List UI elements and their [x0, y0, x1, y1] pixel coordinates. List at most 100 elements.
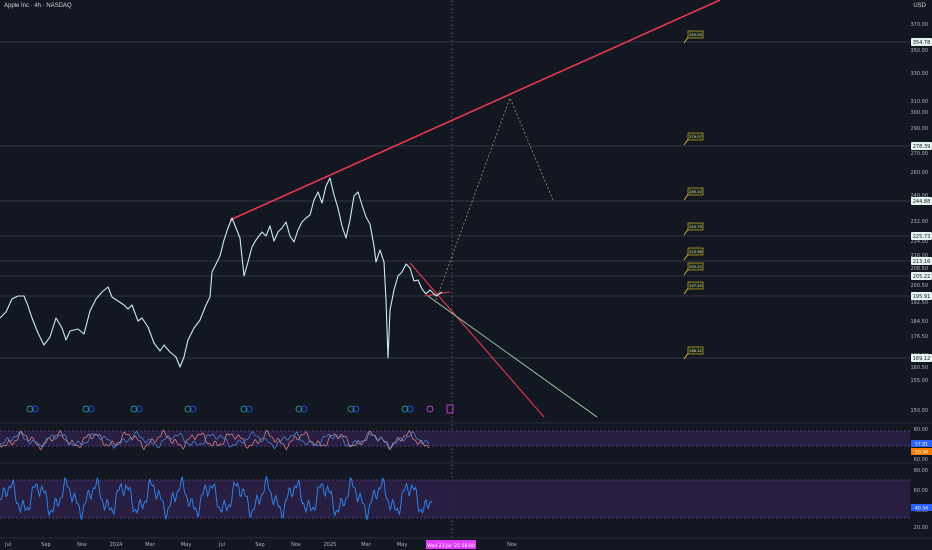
rsi-line — [0, 475, 433, 520]
level-badge-bg — [911, 354, 932, 362]
annotation-box — [687, 247, 704, 256]
earnings-icon — [26, 405, 34, 413]
event-flag-icon — [446, 404, 454, 414]
level-badge-bg — [911, 292, 932, 300]
price-tick-label: 240.00 — [911, 193, 929, 199]
support-trendline — [427, 295, 598, 418]
level-badge-label: 225.73 — [913, 234, 931, 240]
dividend-icon — [300, 405, 308, 413]
level-price-badge: 195.91 — [911, 292, 932, 300]
falling-trendline — [409, 262, 545, 418]
price-tick-label: 330.00 — [911, 71, 929, 77]
chart-title: Apple Inc · 4h · NASDAQ — [4, 3, 72, 9]
level-badge-bg — [911, 232, 932, 240]
osc2-value-label: 40.34 — [915, 506, 928, 512]
dividend-icon — [352, 405, 360, 413]
earnings-icon — [347, 405, 355, 413]
level-badge-bg — [911, 38, 932, 46]
osc1-axis-label: 80.00 — [914, 427, 928, 433]
dividend-icon — [31, 405, 39, 413]
level-price-badge: 169.12 — [911, 354, 932, 362]
annotation-label: 205.22 — [689, 265, 702, 269]
level-price-badge: 213.16 — [911, 257, 932, 265]
annotation-box — [687, 30, 704, 39]
annotation-label: 168.12 — [689, 349, 702, 353]
time-tick-label: Nov — [77, 542, 87, 548]
earnings-icon — [240, 405, 248, 413]
osc2-axis-label: 60.00 — [914, 488, 928, 494]
price-tick-label: 300.00 — [911, 110, 929, 116]
earnings-icon — [295, 405, 303, 413]
price-tick-label: 224.00 — [911, 239, 929, 245]
level-badge-label: 205.22 — [913, 274, 931, 280]
price-tick-label: 200.50 — [911, 283, 929, 289]
level-price-badge: 354.78 — [911, 38, 932, 46]
level-price-badge: 244.88 — [911, 197, 932, 205]
price-tick-label: 208.50 — [911, 266, 929, 272]
crosshair-date-badge — [426, 540, 476, 549]
price-tick-label: 232.00 — [911, 219, 929, 225]
time-tick-label: Mar — [145, 542, 155, 548]
osc1-value-badge — [911, 448, 932, 455]
osc1-axis-label: 60.00 — [914, 457, 928, 463]
price-tick-label: 176.50 — [911, 334, 929, 340]
annotation-label: 355.00 — [689, 33, 702, 37]
price-tick-label: 370.00 — [911, 22, 929, 28]
osc2-axis-label: 80.00 — [914, 468, 928, 474]
annotation-label: 225.79 — [689, 225, 702, 229]
time-tick-label: 2024 — [110, 542, 123, 548]
annotation-label: 245.10 — [689, 190, 702, 194]
oscillator-band — [0, 431, 910, 446]
event-marker-icon — [426, 405, 434, 413]
level-badge-bg — [911, 197, 932, 205]
earnings-icon — [184, 405, 192, 413]
price-tick-label: 270.00 — [911, 151, 929, 157]
annotation-box — [687, 187, 704, 196]
earnings-icon — [401, 405, 409, 413]
level-badge-label: 244.88 — [913, 199, 931, 205]
price-tick-label: 192.50 — [911, 300, 929, 306]
level-price-badge: 225.73 — [911, 232, 932, 240]
dividend-icon — [135, 405, 143, 413]
time-tick-label: May — [181, 542, 191, 548]
time-tick-label: Mar — [361, 542, 371, 548]
level-badge-bg — [911, 257, 932, 265]
dividend-icon — [189, 405, 197, 413]
crosshair-date-label: Wed 23 Jul '25 08:00 — [427, 543, 475, 549]
projection-path — [435, 96, 554, 301]
price-tick-label: 160.50 — [911, 365, 929, 371]
price-series-line — [0, 177, 443, 368]
dividend-icon — [245, 405, 253, 413]
price-tick-label: 310.00 — [911, 99, 929, 105]
price-tick-label: 184.50 — [911, 319, 929, 325]
annotation-box — [687, 262, 704, 271]
osc1-value-label: 50.34 — [915, 450, 928, 456]
annotation-box — [687, 222, 704, 231]
dividend-icon — [406, 405, 414, 413]
level-badge-label: 354.78 — [913, 40, 931, 46]
price-tick-label: 350.00 — [911, 48, 929, 54]
level-price-badge: 205.22 — [911, 272, 932, 280]
annotation-label: 197.20 — [689, 284, 702, 288]
annotation-box — [687, 281, 704, 290]
time-tick-label: May — [397, 542, 407, 548]
osc2-axis-label: 20.00 — [914, 525, 928, 531]
price-tick-label: 155.00 — [911, 378, 929, 384]
price-tick-label: 260.00 — [911, 170, 929, 176]
earnings-icon — [82, 405, 90, 413]
level-badge-bg — [911, 272, 932, 280]
level-badge-label: 169.12 — [913, 356, 931, 362]
price-tick-label: 290.00 — [911, 126, 929, 132]
resistance-trendline — [229, 0, 721, 221]
rsi-band — [0, 480, 910, 518]
annotation-box — [687, 132, 704, 141]
time-tick-label: Jul — [218, 542, 225, 548]
price-tick-label: 216.00 — [911, 253, 929, 259]
osc1-value-badge — [911, 440, 932, 447]
oscillator-main-line — [0, 430, 430, 450]
earnings-icon — [130, 405, 138, 413]
time-tick-label: 2025 — [324, 542, 337, 548]
osc2-value-badge — [911, 504, 932, 511]
